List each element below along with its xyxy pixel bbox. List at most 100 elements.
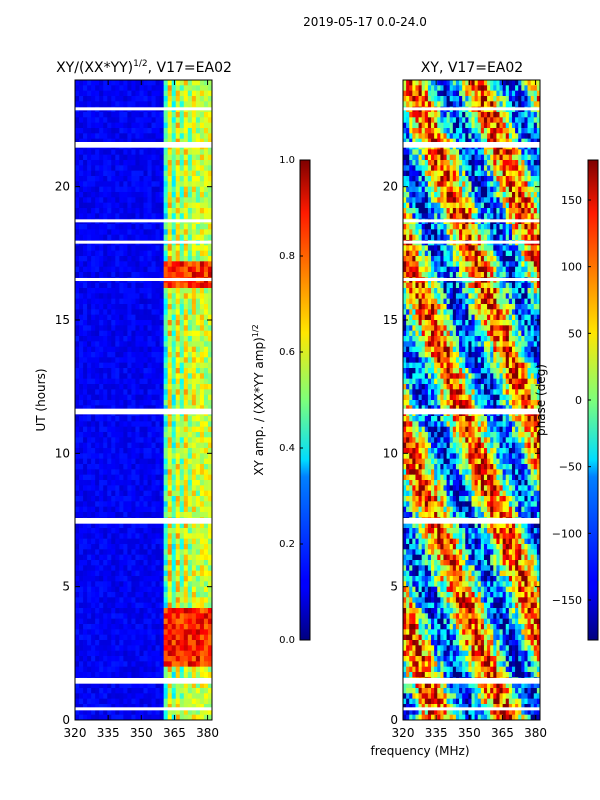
heatmap-cell <box>533 170 538 177</box>
heatmap-cell <box>143 634 148 641</box>
heatmap-cell <box>493 117 497 124</box>
heatmap-cell <box>505 165 510 172</box>
heatmap-cell <box>171 154 177 161</box>
heatmap-cell <box>175 629 181 636</box>
heatmap-cell <box>95 336 100 342</box>
heatmap-cell <box>427 165 432 172</box>
heatmap-cell <box>527 170 532 177</box>
heatmap-cell <box>191 117 197 124</box>
heatmap-cell <box>123 213 128 220</box>
heatmap-cell <box>151 133 156 140</box>
heatmap-cell <box>111 314 116 321</box>
heatmap-cell <box>79 538 84 545</box>
heatmap-cell <box>471 160 476 166</box>
heatmap-cell <box>91 149 96 156</box>
heatmap-cell <box>107 117 112 124</box>
heatmap-cell <box>175 501 181 508</box>
heatmap-cell <box>135 656 140 662</box>
heatmap-cell <box>139 533 144 540</box>
heatmap-cell <box>119 640 124 646</box>
heatmap-cell <box>187 80 193 86</box>
heatmap-cell <box>139 506 144 513</box>
heatmap-cell <box>147 149 152 156</box>
heatmap-cell <box>179 570 185 577</box>
heatmap-cell <box>421 117 426 124</box>
heatmap-cell <box>187 533 193 540</box>
heatmap-cell <box>199 234 205 241</box>
heatmap-cell <box>179 250 185 257</box>
heatmap-cell <box>91 282 96 289</box>
heatmap-cell <box>79 181 84 188</box>
heatmap-cell <box>490 122 494 129</box>
heatmap-cell <box>79 496 84 502</box>
heatmap-cell <box>79 672 84 678</box>
heatmap-cell <box>171 320 177 326</box>
heatmap-cell <box>147 213 152 220</box>
heatmap-cell <box>171 629 177 636</box>
heatmap-cell <box>103 672 108 678</box>
heatmap-cell <box>483 117 488 124</box>
heatmap-cell <box>155 474 161 481</box>
heatmap-cell <box>139 645 144 652</box>
heatmap-cell <box>131 181 136 188</box>
heatmap-cell <box>159 490 165 497</box>
heatmap-cell <box>111 133 116 140</box>
heatmap-cell <box>115 304 120 310</box>
heatmap-cell <box>175 186 181 193</box>
heatmap-cell <box>127 266 132 273</box>
heatmap-cell <box>147 448 152 454</box>
heatmap-cell <box>159 357 165 364</box>
heatmap-cell <box>83 432 88 438</box>
heatmap-cell <box>119 650 124 657</box>
heatmap-cell <box>171 576 177 582</box>
heatmap-cell <box>111 602 116 609</box>
heatmap-cell <box>203 90 209 97</box>
heatmap-cell <box>115 560 120 566</box>
heatmap-cell <box>409 80 413 86</box>
heatmap-cell <box>155 181 161 188</box>
heatmap-cell <box>119 597 124 604</box>
heatmap-cell <box>452 90 457 97</box>
heatmap-cell <box>455 154 460 161</box>
heatmap-cell <box>171 501 177 508</box>
heatmap-cell <box>127 496 132 502</box>
heatmap-cell <box>87 549 92 556</box>
heatmap-cell <box>191 400 197 406</box>
heatmap-cell <box>167 506 173 513</box>
heatmap-cell <box>91 234 96 241</box>
heatmap-cell <box>115 469 120 476</box>
heatmap-cell <box>527 160 532 166</box>
heatmap-cell <box>199 346 205 353</box>
heatmap-cell <box>163 320 169 326</box>
heatmap-cell <box>171 496 177 502</box>
heatmap-cell <box>91 320 96 326</box>
heatmap-cell <box>131 165 136 172</box>
heatmap-cell <box>127 469 132 476</box>
heatmap-cell <box>167 400 173 406</box>
heatmap-cell <box>159 256 165 262</box>
heatmap-cell <box>465 160 469 166</box>
heatmap-cell <box>83 565 88 572</box>
heatmap-cell <box>424 165 429 172</box>
heatmap-cell <box>119 336 124 342</box>
heatmap-cell <box>163 298 169 305</box>
heatmap-cell <box>171 160 177 166</box>
heatmap-cell <box>151 80 156 86</box>
heatmap-cell <box>499 90 504 97</box>
heatmap-cell <box>159 634 165 641</box>
heatmap-cell <box>107 661 112 668</box>
heatmap-cell <box>103 90 108 97</box>
heatmap-cell <box>449 165 454 172</box>
heatmap-cell <box>107 261 112 268</box>
heatmap-cell <box>151 176 156 182</box>
heatmap-cell <box>455 133 460 140</box>
heatmap-cell <box>127 528 132 534</box>
heatmap-cell <box>536 80 541 86</box>
flagged-gap-row <box>75 707 212 711</box>
heatmap-cell <box>79 186 84 193</box>
heatmap-cell <box>111 352 116 358</box>
heatmap-cell <box>163 245 169 252</box>
heatmap-cell <box>171 362 177 369</box>
heatmap-cell <box>191 202 197 209</box>
heatmap-cell <box>139 650 144 657</box>
